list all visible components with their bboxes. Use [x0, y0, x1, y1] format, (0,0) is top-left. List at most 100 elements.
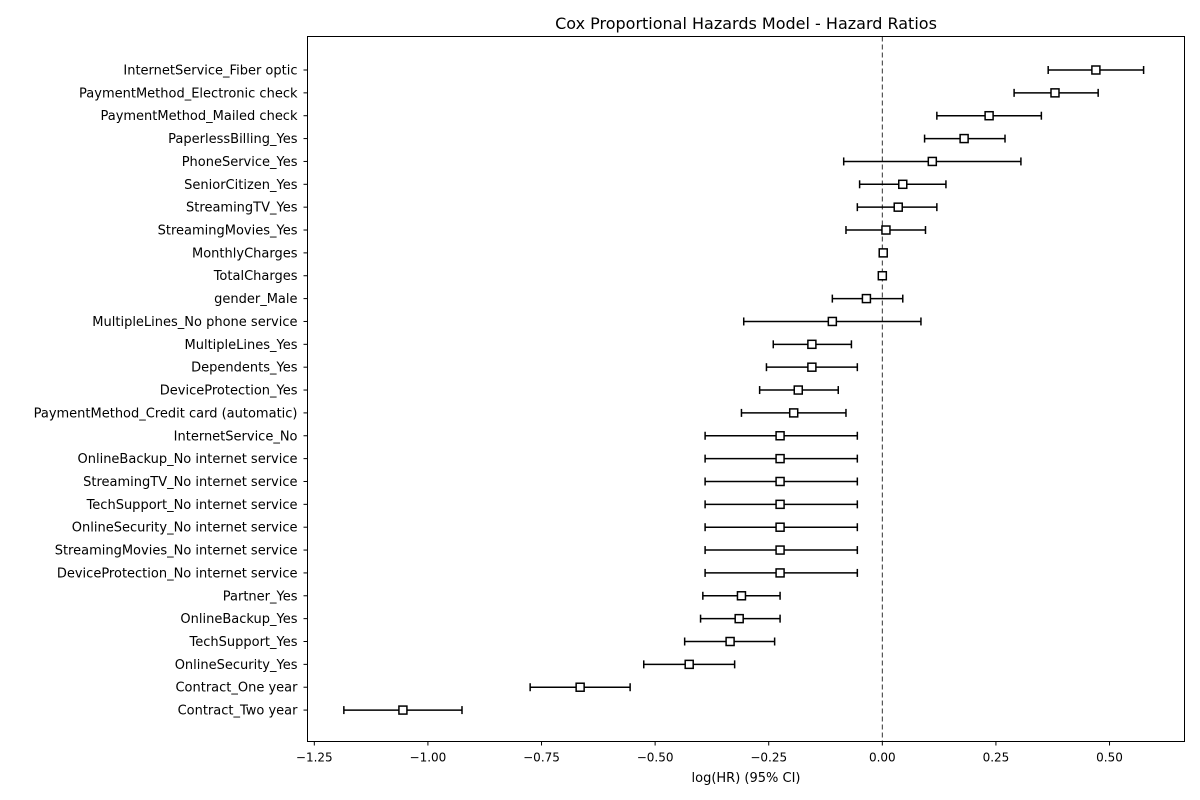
estimate-row [772, 339, 853, 350]
y-tick-label: StreamingMovies_No internet service [55, 544, 298, 559]
coefficient-marker [734, 613, 744, 624]
estimate-row [758, 385, 839, 395]
coefficient-marker [398, 705, 408, 715]
y-tick-label: StreamingTV_Yes [186, 201, 298, 216]
coefficient-marker [684, 659, 694, 670]
coefficient-marker [898, 179, 908, 190]
estimate-row [643, 659, 736, 670]
y-tick-label: PaymentMethod_Mailed check [100, 109, 297, 124]
coefficient-marker [878, 248, 888, 258]
y-tick-label: DeviceProtection_Yes [160, 384, 298, 399]
y-tick-label: TechSupport_Yes [189, 635, 298, 650]
y-tick-label: InternetService_No [174, 429, 298, 444]
y-tick-label: PhoneService_Yes [182, 155, 298, 170]
estimate-row [704, 568, 859, 578]
coefficient-marker [736, 591, 747, 601]
coefficient-marker [927, 156, 938, 167]
estimate-row [923, 133, 1006, 144]
estimate-row [1013, 88, 1099, 98]
x-tick-label: 0.00 [869, 751, 896, 765]
coefficient-marker [807, 362, 817, 372]
coefficient-marker [893, 202, 903, 212]
coefficient-marker [575, 682, 585, 692]
coefficient-marker [775, 453, 785, 464]
estimate-row [831, 293, 904, 304]
coefficient-marker [775, 431, 785, 441]
axes-frame [307, 36, 1185, 742]
y-tick-label: MultipleLines_No phone service [92, 315, 297, 330]
x-tick-label: 0.50 [1096, 751, 1123, 765]
estimate-row [858, 179, 947, 190]
y-tick-label: Contract_Two year [178, 704, 299, 719]
x-tick-label: −1.25 [296, 751, 333, 765]
y-tick-label: OnlineSecurity_Yes [175, 658, 298, 673]
chart-title: Cox Proportional Hazards Model - Hazard … [555, 14, 937, 33]
estimate-row [845, 225, 927, 235]
y-tick-label: Contract_One year [175, 681, 298, 696]
estimate-row [704, 431, 859, 441]
estimate-row [742, 316, 922, 327]
y-tick-label: PaperlessBilling_Yes [168, 132, 298, 147]
y-tick-label: PaymentMethod_Credit card (automatic) [34, 406, 298, 421]
y-axis-ticks: InternetService_Fiber optic PaymentMethod… [34, 64, 308, 719]
estimate-row [683, 636, 776, 647]
estimate-row [699, 613, 781, 624]
x-axis-ticks: −1.25 −1.00 −0.75 −0.50 −0.25 0.00 0.25 0.50 [296, 741, 1123, 765]
y-tick-label: SeniorCitizen_Yes [184, 178, 298, 193]
estimate-row [704, 522, 859, 532]
x-axis-label: log(HR) (95% CI) [692, 771, 801, 786]
coefficient-marker [775, 545, 785, 555]
plot-area [343, 36, 1145, 742]
coefficient-marker [788, 408, 799, 418]
y-tick-label: Dependents_Yes [191, 361, 298, 376]
estimate-row [704, 476, 859, 487]
estimate-row [878, 248, 888, 258]
estimate-row [740, 408, 847, 418]
y-tick-label: PaymentMethod_Electronic check [79, 86, 298, 101]
coefficient-marker [861, 293, 872, 304]
estimate-row [1047, 65, 1145, 75]
coefficient-marker [959, 133, 969, 144]
x-tick-label: −0.75 [523, 751, 560, 765]
y-tick-label: gender_Male [214, 292, 297, 307]
x-tick-label: −1.00 [410, 751, 447, 765]
estimate-row [842, 156, 1022, 167]
y-tick-label: OnlineBackup_No internet service [78, 452, 298, 467]
estimate-row [765, 362, 859, 372]
y-tick-label: OnlineSecurity_No internet service [72, 521, 298, 536]
estimate-row [936, 110, 1043, 121]
y-tick-label: MonthlyCharges [192, 246, 298, 261]
y-tick-label: OnlineBackup_Yes [180, 612, 297, 627]
x-tick-label: 0.25 [983, 751, 1010, 765]
coefficient-marker [984, 110, 994, 121]
coefficient-marker [775, 522, 785, 532]
coefficient-marker [881, 225, 891, 235]
coefficient-marker [877, 270, 888, 281]
estimate-row [877, 270, 888, 281]
y-tick-label: StreamingMovies_Yes [158, 224, 298, 239]
y-tick-label: MultipleLines_Yes [185, 338, 298, 353]
coefficient-marker [827, 316, 838, 327]
coefficient-marker [793, 385, 804, 395]
coefficient-marker [775, 568, 785, 578]
x-tick-label: −0.50 [637, 751, 674, 765]
coefficient-marker [775, 476, 785, 487]
estimate-row [529, 682, 631, 692]
y-tick-label: DeviceProtection_No internet service [57, 566, 298, 581]
estimate-row [343, 705, 463, 715]
coefficient-marker [1050, 88, 1060, 98]
y-tick-label: TotalCharges [213, 269, 298, 284]
estimate-row [704, 545, 859, 555]
coefficient-marker [775, 499, 785, 510]
estimate-row [856, 202, 938, 212]
coefficient-marker [725, 636, 735, 647]
y-tick-label: InternetService_Fiber optic [123, 64, 297, 79]
y-tick-label: Partner_Yes [223, 589, 298, 604]
y-tick-label: TechSupport_No internet service [86, 498, 298, 513]
y-tick-label: StreamingTV_No internet service [83, 475, 297, 490]
coefficient-marker [1091, 65, 1101, 75]
x-tick-label: −0.25 [750, 751, 787, 765]
estimate-row [704, 499, 859, 510]
